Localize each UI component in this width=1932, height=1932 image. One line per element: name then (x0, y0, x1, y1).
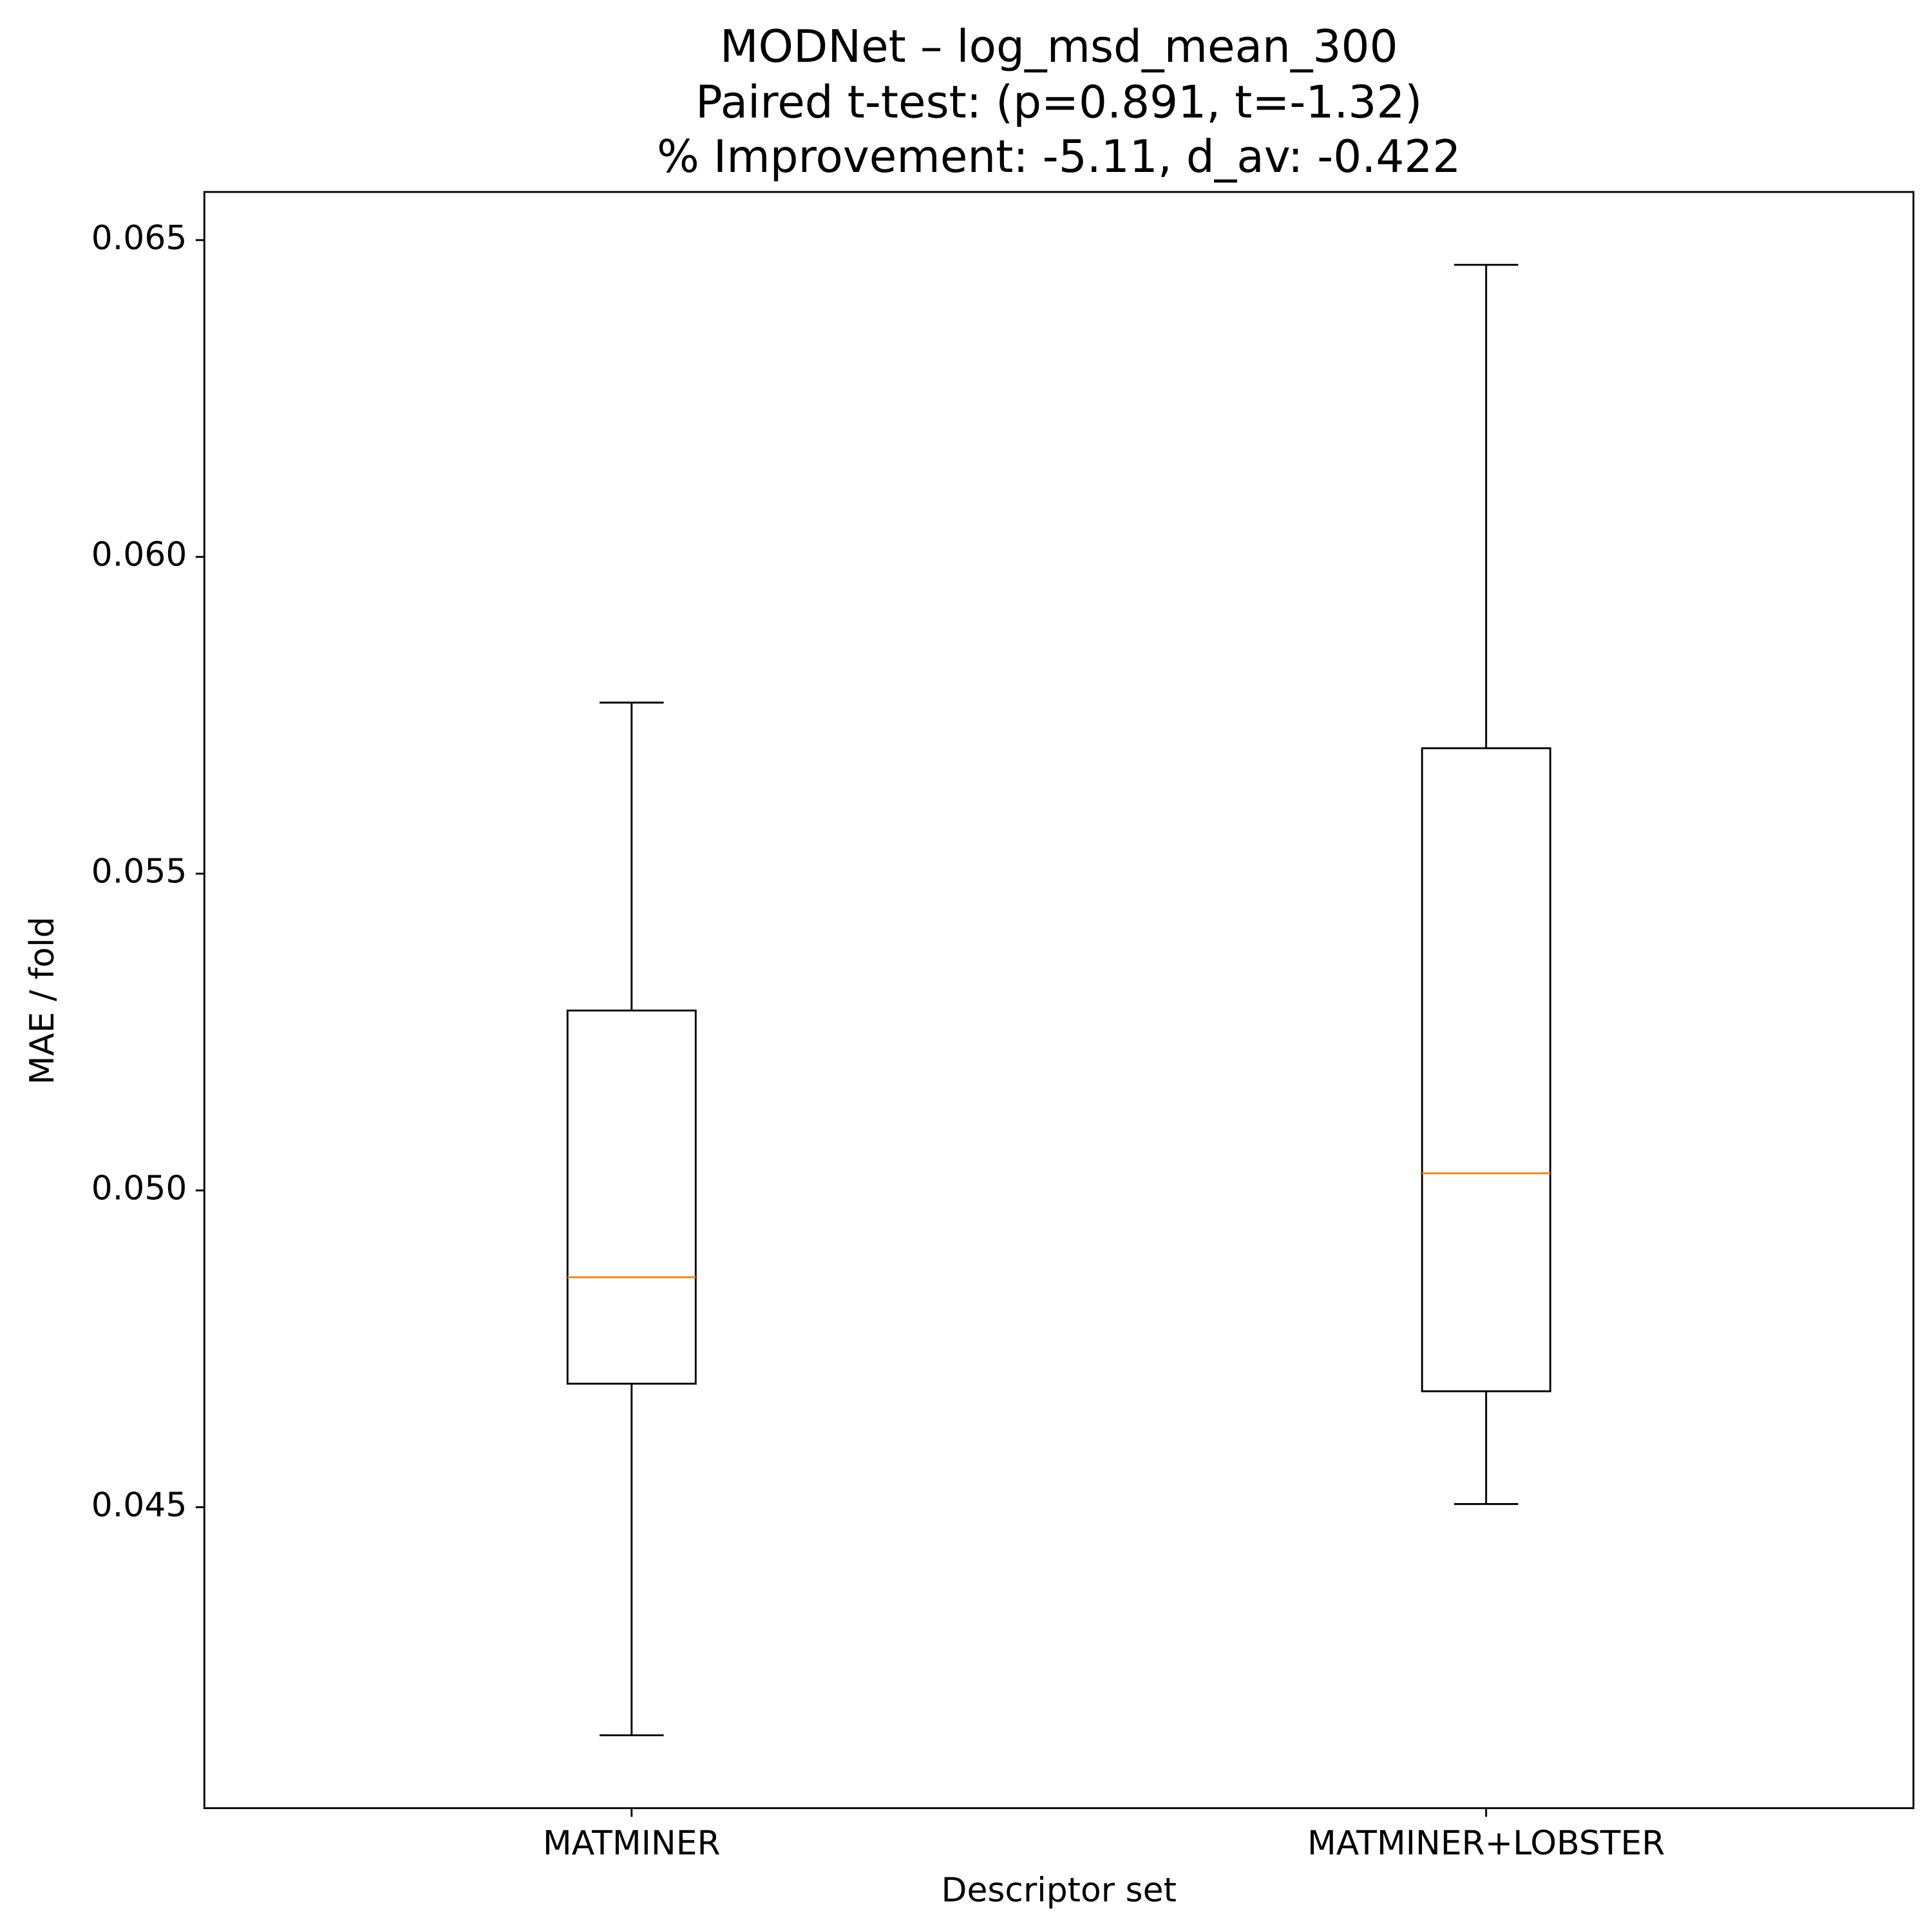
x-tick-label: MATMINER (543, 1824, 721, 1862)
y-tick-label: 0.055 (91, 853, 187, 891)
box (1421, 747, 1551, 1392)
x-tick-label: MATMINER+LOBSTER (1307, 1824, 1665, 1862)
plot-frame (203, 191, 1915, 1810)
box (566, 1009, 697, 1385)
y-tick-label: 0.050 (91, 1170, 187, 1208)
y-tick-label: 0.065 (91, 219, 187, 258)
chart-title: MODNet – log_msd_mean_300 (720, 21, 1398, 73)
y-tick-label: 0.045 (91, 1486, 187, 1524)
y-tick-label: 0.060 (91, 536, 187, 574)
y-axis-label: MAE / fold (23, 916, 62, 1084)
x-axis-label: Descriptor set (941, 1871, 1176, 1909)
chart-subtitle: Paired t-test: (p=0.891, t=-1.32) (696, 77, 1422, 128)
chart-subtitle: % Improvement: -5.11, d_av: -0.422 (657, 131, 1461, 183)
